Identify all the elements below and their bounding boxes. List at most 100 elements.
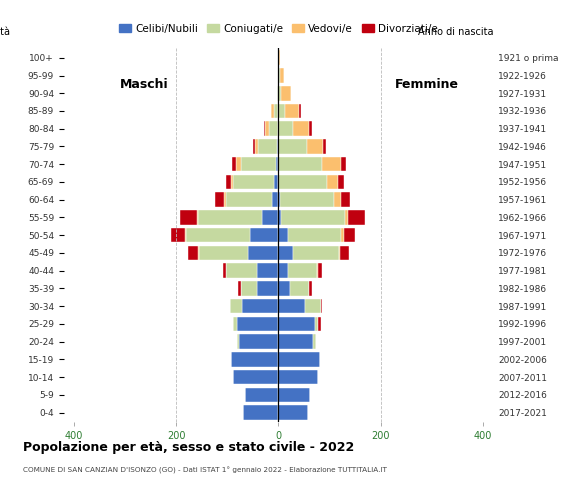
Bar — [341, 228, 344, 242]
Bar — [278, 246, 293, 260]
Bar — [277, 86, 278, 100]
Text: COMUNE DI SAN CANZIAN D'ISONZO (GO) - Dati ISTAT 1° gennaio 2022 - Elaborazione : COMUNE DI SAN CANZIAN D'ISONZO (GO) - Da… — [23, 467, 387, 474]
Bar — [258, 139, 277, 154]
Bar — [281, 192, 334, 207]
Bar — [255, 139, 258, 154]
Bar — [242, 406, 278, 420]
Bar — [278, 192, 281, 207]
Bar — [293, 246, 339, 260]
Bar — [278, 335, 313, 349]
Bar — [278, 86, 281, 100]
Bar — [278, 352, 320, 367]
Bar — [278, 406, 308, 420]
Bar — [278, 388, 310, 402]
Bar — [322, 157, 341, 171]
Bar — [171, 228, 185, 242]
Bar — [226, 175, 231, 189]
Bar — [248, 246, 278, 260]
Bar — [245, 388, 278, 402]
Text: Popolazione per età, sesso e stato civile - 2022: Popolazione per età, sesso e stato civil… — [23, 441, 354, 454]
Bar — [198, 210, 262, 225]
Bar — [318, 317, 321, 331]
Bar — [224, 192, 226, 207]
Bar — [278, 139, 306, 154]
Bar — [289, 281, 309, 296]
Bar — [241, 157, 276, 171]
Bar — [272, 192, 278, 207]
Bar — [278, 175, 327, 189]
Bar — [198, 246, 199, 260]
Bar — [309, 121, 312, 136]
Legend: Celibi/Nubili, Coniugati/e, Vedovi/e, Divorziati/e: Celibi/Nubili, Coniugati/e, Vedovi/e, Di… — [115, 20, 442, 38]
Bar — [233, 317, 237, 331]
Bar — [278, 50, 280, 65]
Text: Età: Età — [0, 27, 10, 37]
Bar — [269, 121, 278, 136]
Text: Maschi: Maschi — [120, 78, 169, 91]
Bar — [281, 86, 291, 100]
Bar — [238, 335, 278, 349]
Bar — [232, 157, 236, 171]
Bar — [199, 246, 248, 260]
Bar — [345, 210, 349, 225]
Bar — [265, 121, 269, 136]
Bar — [340, 246, 349, 260]
Bar — [285, 104, 299, 118]
Bar — [277, 139, 278, 154]
Bar — [274, 104, 278, 118]
Bar — [349, 210, 365, 225]
Bar — [231, 352, 278, 367]
Bar — [323, 139, 326, 154]
Bar — [215, 192, 224, 207]
Bar — [293, 121, 309, 136]
Bar — [317, 264, 318, 278]
Bar — [278, 281, 289, 296]
Bar — [274, 175, 278, 189]
Bar — [306, 139, 323, 154]
Bar — [278, 264, 288, 278]
Bar — [230, 299, 242, 313]
Bar — [251, 228, 278, 242]
Bar — [188, 246, 198, 260]
Bar — [281, 210, 345, 225]
Bar — [262, 210, 278, 225]
Bar — [341, 192, 350, 207]
Bar — [281, 68, 284, 83]
Bar — [237, 317, 278, 331]
Bar — [278, 104, 285, 118]
Bar — [223, 264, 226, 278]
Bar — [197, 210, 198, 225]
Bar — [233, 175, 274, 189]
Bar — [241, 281, 257, 296]
Bar — [257, 264, 278, 278]
Bar — [257, 281, 278, 296]
Bar — [318, 264, 322, 278]
Bar — [231, 175, 233, 189]
Bar — [226, 264, 257, 278]
Bar — [186, 228, 251, 242]
Bar — [339, 246, 340, 260]
Bar — [334, 192, 341, 207]
Bar — [313, 335, 316, 349]
Bar — [180, 210, 197, 225]
Bar — [226, 192, 272, 207]
Bar — [278, 157, 322, 171]
Bar — [278, 317, 315, 331]
Bar — [338, 175, 345, 189]
Bar — [278, 228, 288, 242]
Bar — [278, 210, 281, 225]
Bar — [278, 68, 281, 83]
Bar — [341, 157, 346, 171]
Bar — [233, 370, 278, 384]
Bar — [321, 299, 322, 313]
Bar — [238, 281, 241, 296]
Bar — [242, 299, 278, 313]
Bar — [278, 121, 293, 136]
Bar — [305, 299, 321, 313]
Bar — [236, 157, 241, 171]
Bar — [185, 228, 186, 242]
Bar — [253, 139, 255, 154]
Bar — [264, 121, 265, 136]
Bar — [344, 228, 355, 242]
Bar — [309, 281, 312, 296]
